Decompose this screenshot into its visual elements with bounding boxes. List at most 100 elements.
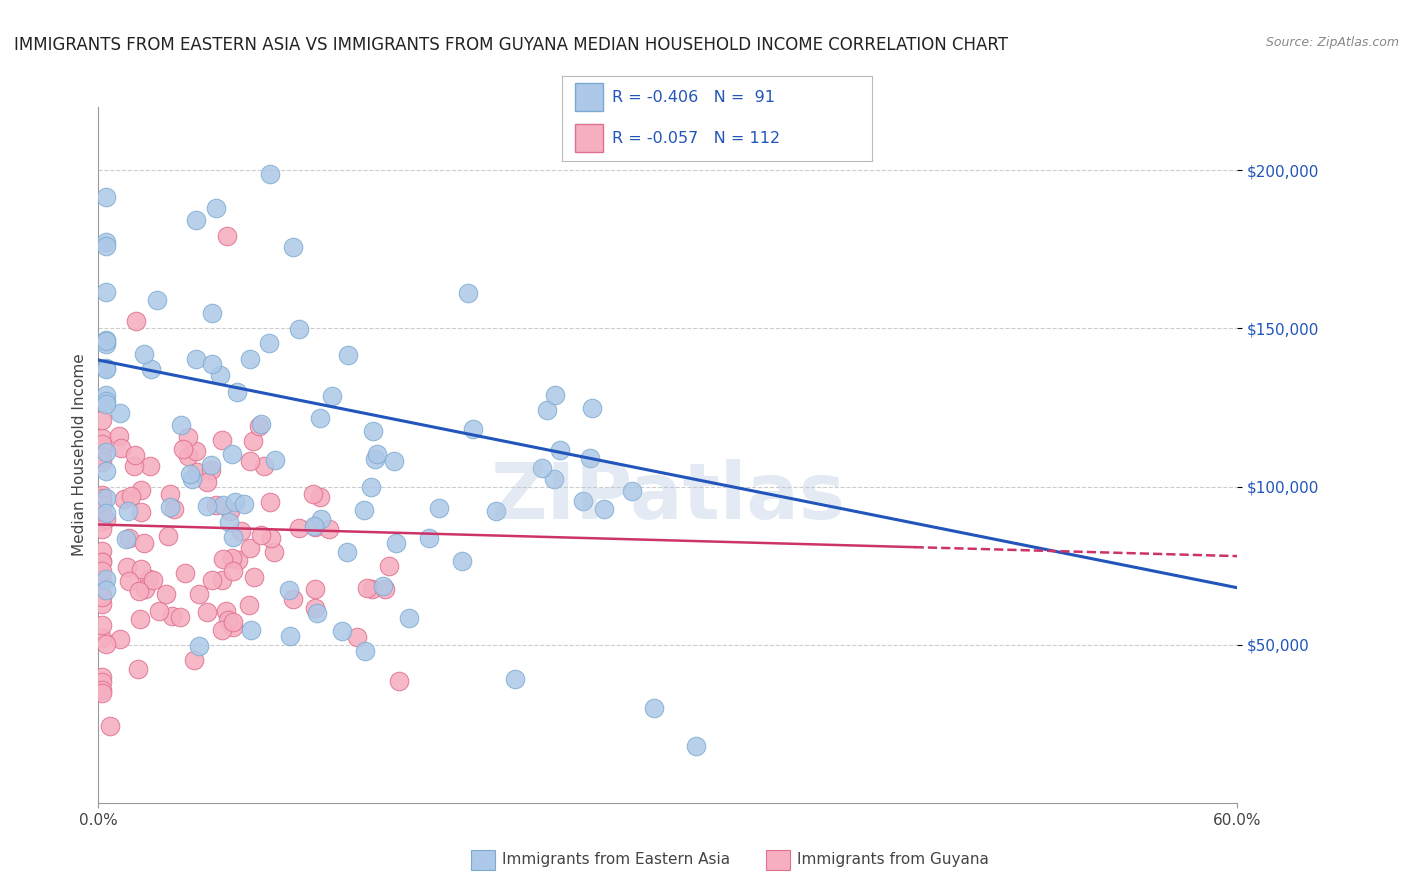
Point (249, 417, 271, 431)
Point (160, 609, 183, 624)
Point (138, 572, 160, 586)
Point (91, 508, 114, 523)
Point (536, 403, 558, 417)
Point (131, 483, 153, 498)
Point (318, 522, 340, 536)
Point (94, 636, 117, 650)
Point (94, 582, 117, 597)
Point (360, 480, 382, 494)
Point (94, 235, 117, 250)
Point (204, 498, 226, 512)
Point (91, 455, 114, 469)
Point (307, 606, 329, 620)
Point (94, 572, 117, 586)
Text: Source: ZipAtlas.com: Source: ZipAtlas.com (1265, 36, 1399, 49)
Point (621, 484, 644, 499)
Point (112, 491, 135, 506)
Point (146, 293, 169, 307)
Text: R = -0.057   N = 112: R = -0.057 N = 112 (612, 130, 780, 145)
Point (304, 600, 326, 615)
Point (125, 314, 148, 328)
Point (398, 611, 420, 625)
Point (139, 362, 162, 376)
FancyBboxPatch shape (575, 84, 603, 112)
Point (94, 491, 117, 505)
Point (485, 504, 508, 518)
Point (184, 443, 207, 458)
Point (287, 521, 309, 535)
Point (304, 518, 326, 533)
Point (543, 387, 565, 401)
Point (179, 467, 201, 481)
Point (356, 581, 378, 595)
Point (239, 541, 262, 556)
Point (259, 495, 281, 509)
Point (91, 450, 114, 464)
Point (91, 498, 114, 512)
Point (197, 605, 219, 619)
Point (201, 306, 224, 320)
Point (96, 512, 118, 526)
Point (461, 422, 484, 436)
Point (309, 490, 332, 504)
Point (302, 487, 325, 501)
Point (201, 573, 224, 587)
Point (222, 615, 245, 629)
Point (214, 604, 236, 618)
Point (579, 450, 602, 465)
Point (242, 434, 264, 449)
Point (91, 437, 114, 451)
Point (94, 238, 117, 252)
Point (377, 558, 399, 573)
Point (91, 598, 114, 612)
Point (233, 497, 256, 511)
Point (91, 590, 114, 604)
Point (94, 333, 117, 347)
Point (91, 618, 114, 632)
Point (94, 362, 117, 376)
Point (108, 406, 131, 420)
Point (91, 498, 114, 512)
Point (169, 610, 191, 624)
Point (172, 442, 194, 457)
Point (91, 631, 114, 645)
Point (336, 545, 359, 559)
Point (117, 504, 139, 518)
Point (91, 555, 114, 569)
Point (129, 505, 152, 519)
Point (505, 673, 527, 687)
Point (176, 449, 198, 463)
Point (385, 535, 408, 549)
Point (118, 531, 141, 545)
Text: Immigrants from Guyana: Immigrants from Guyana (797, 853, 988, 867)
Point (226, 553, 249, 567)
Text: R = -0.406   N =  91: R = -0.406 N = 91 (612, 90, 775, 105)
Point (249, 418, 271, 433)
Point (427, 500, 450, 515)
FancyBboxPatch shape (575, 124, 603, 152)
Point (239, 454, 262, 468)
Point (188, 586, 211, 600)
Point (159, 487, 181, 501)
Point (91, 514, 114, 528)
Point (361, 582, 384, 597)
Point (118, 574, 141, 588)
Point (243, 570, 266, 584)
Point (176, 430, 198, 444)
Point (91, 564, 114, 578)
Point (108, 429, 131, 443)
Point (277, 583, 299, 598)
Point (304, 520, 326, 534)
Point (222, 564, 245, 578)
Point (346, 630, 368, 644)
Point (200, 458, 222, 472)
Point (115, 560, 138, 574)
Point (91, 682, 114, 697)
Point (581, 401, 603, 415)
Point (548, 443, 571, 458)
Point (200, 463, 222, 477)
Point (211, 623, 233, 637)
Point (259, 531, 281, 545)
Point (388, 673, 411, 688)
Point (643, 700, 665, 714)
